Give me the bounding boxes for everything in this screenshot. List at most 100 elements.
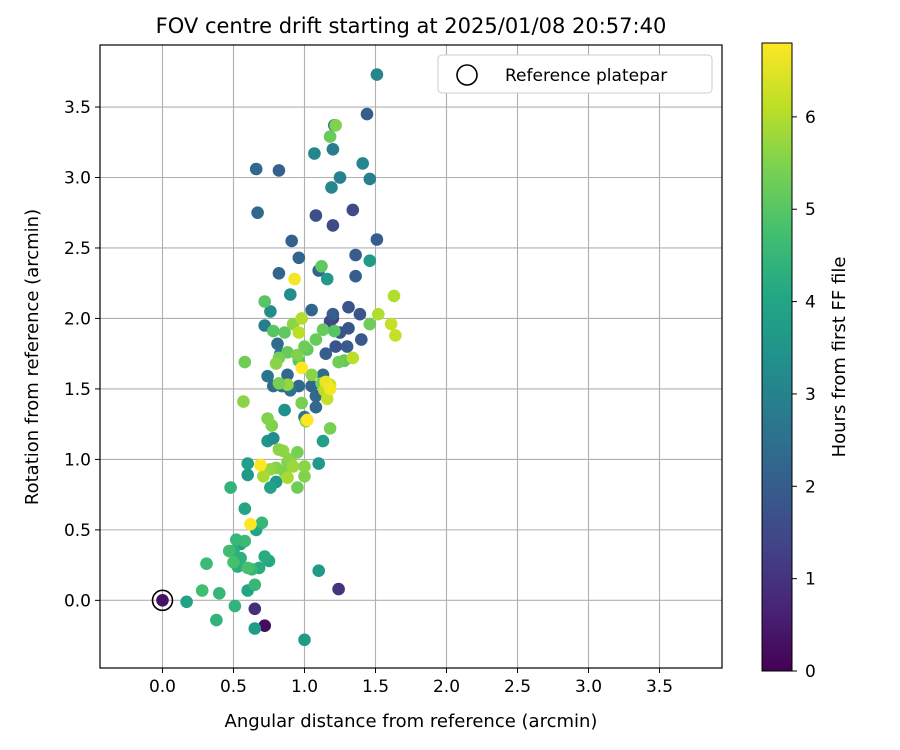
plot-area: 0.0 0.5 1.0 1.5 2.0 2.5 3.0 3.5 0.0 0.5 1.0 1.5 2.0… xyxy=(64,44,723,697)
data-point xyxy=(244,517,257,531)
x-tick-label: 2.5 xyxy=(504,677,531,697)
data-point xyxy=(264,305,277,318)
data-point xyxy=(349,269,362,283)
data-point xyxy=(238,502,252,515)
data-point xyxy=(241,561,254,575)
data-point xyxy=(340,340,354,353)
data-point xyxy=(156,594,169,607)
x-tick-label: 0.5 xyxy=(220,677,247,697)
data-point xyxy=(298,633,311,647)
data-point xyxy=(323,382,337,396)
x-axis-ticks: 0.0 0.5 1.0 1.5 2.0 2.5 3.0 3.5 xyxy=(149,668,673,697)
colorbar-tick-label: 1 xyxy=(805,570,816,590)
data-point xyxy=(265,419,279,432)
colorbar-label: Hours from first FF file xyxy=(829,257,850,458)
data-point xyxy=(224,481,237,494)
data-point xyxy=(363,317,377,331)
data-point xyxy=(180,595,193,609)
data-point xyxy=(332,582,345,596)
legend-marker xyxy=(456,64,478,86)
data-point xyxy=(248,622,262,635)
data-point xyxy=(241,468,254,482)
data-point xyxy=(295,312,309,325)
data-point xyxy=(305,368,318,382)
colorbar-tick-label: 5 xyxy=(805,200,816,220)
data-point xyxy=(291,446,304,459)
data-point xyxy=(363,172,377,186)
data-point xyxy=(346,203,360,217)
data-point xyxy=(272,377,286,390)
data-point xyxy=(210,613,223,627)
data-point xyxy=(272,267,286,280)
data-point xyxy=(309,400,323,414)
data-point xyxy=(200,557,213,570)
reference-marker xyxy=(151,589,174,612)
data-point xyxy=(257,470,270,483)
y-tick-label: 1.0 xyxy=(64,450,91,470)
y-tick-label: 3.5 xyxy=(64,98,91,118)
data-point xyxy=(278,326,291,339)
data-point xyxy=(238,355,252,369)
data-point xyxy=(298,340,311,353)
data-point xyxy=(258,550,272,563)
data-point xyxy=(237,395,250,408)
data-point xyxy=(326,219,340,232)
data-point xyxy=(387,289,401,303)
data-point xyxy=(342,300,355,314)
data-point xyxy=(384,317,398,331)
data-point xyxy=(254,458,267,472)
data-point xyxy=(248,602,262,616)
data-point xyxy=(329,340,343,353)
data-point xyxy=(230,533,243,546)
data-point xyxy=(227,556,240,569)
data-point xyxy=(326,143,340,156)
data-point xyxy=(323,422,337,435)
data-point xyxy=(298,470,311,483)
colorbar: 0 1 2 3 4 5 6 Hours from first FF file xyxy=(761,42,850,682)
data-point xyxy=(258,295,272,308)
data-point xyxy=(332,355,345,369)
data-point xyxy=(251,206,264,219)
data-point xyxy=(316,323,330,337)
legend-box xyxy=(437,54,713,94)
data-point xyxy=(264,481,277,494)
data-point xyxy=(258,619,272,632)
data-point xyxy=(326,307,340,321)
data-point xyxy=(255,516,269,530)
data-point xyxy=(301,413,314,427)
data-point xyxy=(281,471,294,485)
data-point xyxy=(333,171,347,184)
data-points xyxy=(156,68,402,647)
legend-label: Reference platepar xyxy=(505,66,667,86)
data-point xyxy=(295,396,309,410)
data-point xyxy=(271,337,284,351)
data-point xyxy=(328,324,341,338)
colorbar-tick-label: 6 xyxy=(805,108,816,128)
data-point xyxy=(261,369,274,383)
data-point xyxy=(269,357,283,370)
x-tick-label: 1.5 xyxy=(362,677,389,697)
x-tick-label: 1.0 xyxy=(291,677,318,697)
data-point xyxy=(228,599,242,613)
grid-lines xyxy=(100,45,722,668)
data-point xyxy=(295,361,309,375)
data-point xyxy=(355,333,368,346)
colorbar-ticks: 0 1 2 3 4 5 6 xyxy=(792,108,816,682)
data-point xyxy=(222,544,236,558)
plot-frame xyxy=(99,44,723,669)
data-point xyxy=(370,68,384,81)
x-tick-label: 0.0 xyxy=(149,677,176,697)
data-point xyxy=(309,333,323,346)
data-point xyxy=(298,460,311,473)
data-point xyxy=(319,347,333,361)
data-point xyxy=(272,443,286,456)
data-point xyxy=(278,403,291,417)
data-point xyxy=(360,107,374,121)
y-tick-label: 2.0 xyxy=(64,309,91,329)
data-point xyxy=(292,251,306,265)
data-point xyxy=(316,434,330,448)
data-point xyxy=(195,584,209,597)
data-point xyxy=(370,233,384,246)
data-point xyxy=(349,248,362,262)
